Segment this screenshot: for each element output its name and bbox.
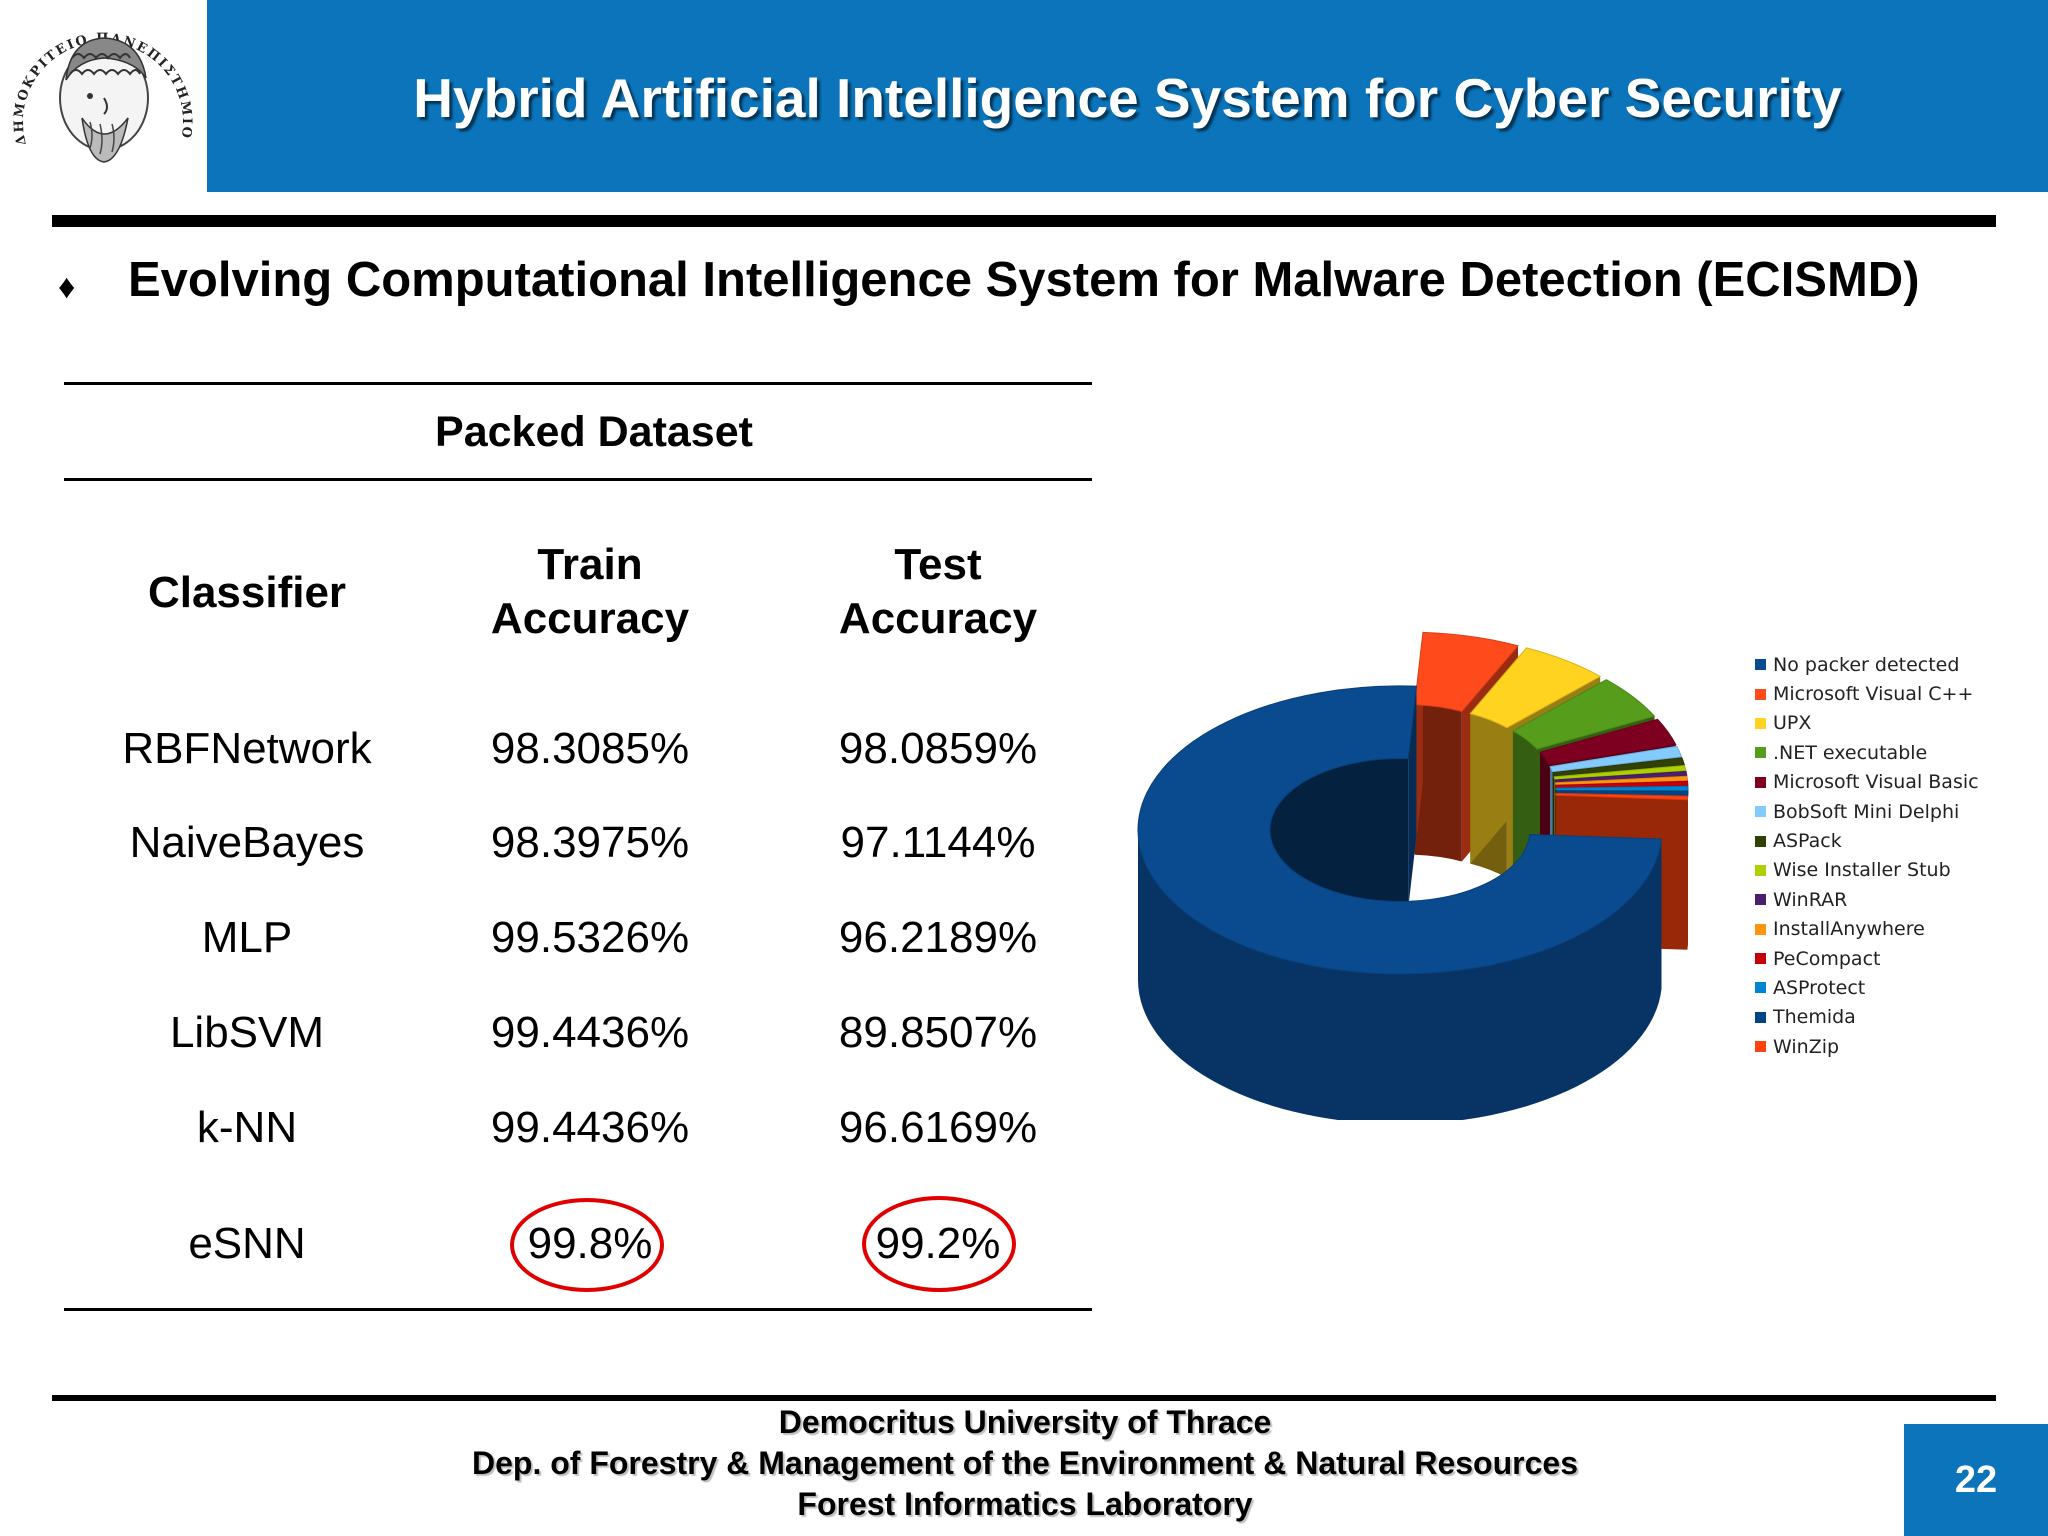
slide-title: Hybrid Artificial Intelligence System fo… [413, 67, 1842, 129]
donut-slice [1539, 718, 1677, 766]
footer-university: Democritus University of Thrace [778, 1404, 1272, 1440]
donut-slice [1414, 631, 1519, 713]
table-rule-top [64, 382, 1092, 385]
legend-swatch [1755, 806, 1766, 818]
footer-department: Dep. of Forestry & Management of the Env… [472, 1445, 1578, 1481]
table-cell-train: 99.5326% [490, 913, 690, 962]
legend-swatch [1755, 953, 1766, 965]
table-cell-classifier: RBFNetwork [122, 724, 372, 773]
donut-slice [1137, 685, 1663, 975]
donut-outer-wall [1138, 830, 1662, 1120]
donut-slice [1555, 792, 1689, 801]
page-number: 22 [1904, 1424, 2048, 1536]
legend-label: Microsoft Visual Basic [1773, 771, 1979, 794]
legend-item: Microsoft Visual C++ [1755, 679, 1979, 708]
legend-item: WinRAR [1755, 885, 1979, 914]
table-cell-classifier: NaiveBayes [129, 818, 365, 867]
legend-swatch [1755, 894, 1766, 906]
table-cell-train: 98.3975% [490, 818, 690, 867]
highlight-circle [862, 1196, 1016, 1292]
header-train-line2: Accuracy [490, 594, 690, 643]
legend-item: WinZip [1755, 1032, 1979, 1061]
highlight-circle [510, 1198, 664, 1292]
top-divider [52, 215, 1996, 227]
header-test-line2: Accuracy [838, 594, 1038, 643]
legend-item: ASProtect [1755, 973, 1979, 1002]
legend-label: Microsoft Visual C++ [1773, 683, 1974, 706]
table-title: Packed Dataset [435, 408, 753, 456]
legend-swatch [1755, 688, 1766, 700]
university-logo: ΔΗΜΟΚΡΙΤΕΙΟ ΠΑΝΕΠΙΣΤΗΜΙΟ ΘΡΑΚΗΣ [0, 0, 207, 192]
table-rule-header [64, 478, 1092, 481]
donut-slice [1552, 757, 1685, 777]
legend-label: No packer detected [1773, 653, 1960, 676]
legend-label: UPX [1773, 712, 1812, 735]
table-cell-test: 98.0859% [838, 724, 1038, 773]
legend-label: WinRAR [1773, 888, 1848, 911]
legend-item: ASPack [1755, 826, 1979, 855]
legend-item: .NET executable [1755, 738, 1979, 767]
table-cell-test: 89.8507% [838, 1008, 1038, 1057]
legend-label: ASProtect [1773, 976, 1866, 999]
legend-label: Wise Installer Stub [1773, 859, 1951, 882]
legend-swatch [1755, 1041, 1766, 1053]
legend-swatch [1755, 864, 1766, 876]
donut-slice [1469, 647, 1602, 729]
bullet-icon: ♦ [58, 268, 76, 306]
legend-swatch [1755, 923, 1766, 935]
legend-label: WinZip [1773, 1035, 1840, 1058]
packer-donut-chart [1137, 631, 1689, 1120]
header-train: Train Accuracy [430, 538, 750, 646]
legend-item: No packer detected [1755, 650, 1979, 679]
legend-label: .NET executable [1773, 741, 1928, 764]
table-cell-classifier: LibSVM [169, 1008, 325, 1057]
table-cell-test: 96.6169% [838, 1103, 1038, 1152]
bottom-divider [52, 1395, 1996, 1401]
table-cell-train: 98.3085% [490, 724, 690, 773]
table-cell-classifier: k-NN [196, 1103, 298, 1152]
legend-swatch [1755, 835, 1766, 847]
header-test-line1: Test [894, 540, 982, 589]
legend-label: BobSoft Mini Delphi [1773, 800, 1960, 823]
header-bar [207, 0, 2048, 192]
donut-inner-wall [1414, 704, 1462, 862]
header-train-line1: Train [537, 540, 643, 589]
table-cell-classifier: MLP [201, 913, 293, 962]
header-test: Test Accuracy [780, 538, 1096, 646]
table-cell-test: 97.1144% [840, 818, 1036, 867]
table-cell-train: 99.4436% [490, 1103, 690, 1152]
legend-label: Themida [1773, 1006, 1856, 1029]
table-cell-classifier: eSNN [188, 1219, 306, 1268]
legend-item: BobSoft Mini Delphi [1755, 797, 1979, 826]
donut-slice [1549, 745, 1683, 773]
table-rule-bottom [64, 1308, 1092, 1311]
legend-item: Themida [1755, 1003, 1979, 1032]
legend-swatch [1755, 659, 1766, 671]
legend-swatch [1755, 717, 1766, 729]
legend-item: UPX [1755, 709, 1979, 738]
legend-label: PeCompact [1773, 947, 1881, 970]
donut-slice [1511, 679, 1656, 750]
legend-label: InstallAnywhere [1773, 918, 1925, 941]
legend-swatch [1755, 747, 1766, 759]
legend-item: Wise Installer Stub [1755, 856, 1979, 885]
legend-label: ASPack [1773, 830, 1842, 853]
legend-swatch [1755, 776, 1766, 788]
table-cell-train: 99.4436% [490, 1008, 690, 1057]
legend-item: PeCompact [1755, 944, 1979, 973]
legend-swatch [1755, 1011, 1766, 1023]
legend-item: InstallAnywhere [1755, 915, 1979, 944]
subtitle: Evolving Computational Intelligence Syst… [128, 253, 1920, 307]
table-cell-test: 96.2189% [838, 913, 1038, 962]
legend-item: Microsoft Visual Basic [1755, 768, 1979, 797]
footer-lab: Forest Informatics Laboratory [797, 1486, 1253, 1522]
legend-swatch [1755, 982, 1766, 994]
university-seal-icon: ΔΗΜΟΚΡΙΤΕΙΟ ΠΑΝΕΠΙΣΤΗΜΙΟ ΘΡΑΚΗΣ [0, 0, 192, 163]
header-classifier: Classifier [147, 568, 347, 617]
chart-legend: No packer detected Microsoft Visual C++ UP… [1755, 650, 1979, 1061]
